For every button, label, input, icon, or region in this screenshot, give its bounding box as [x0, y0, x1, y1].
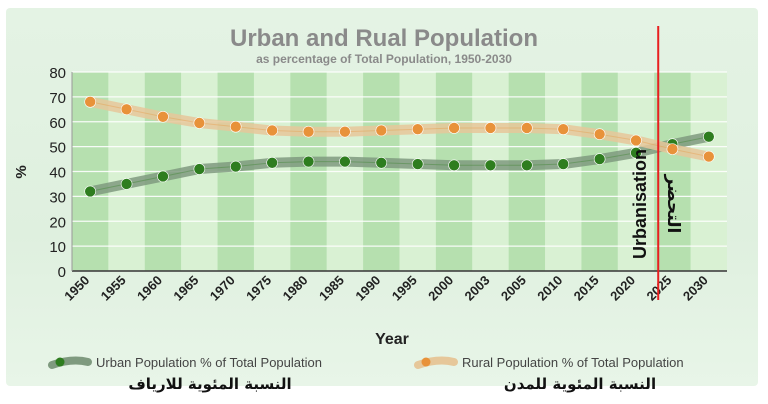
series-1-point [157, 170, 169, 183]
caption-left-arabic: النسبة المئوية للارياف [128, 375, 291, 393]
x-tick-label: 1955 [98, 273, 129, 304]
legend-swatch-band [414, 356, 458, 369]
x-tick-label: 1960 [134, 273, 165, 304]
x-tick-label: 2000 [425, 273, 456, 304]
series-1-point [630, 147, 642, 159]
series-1-point [593, 153, 606, 165]
series-1-point [557, 158, 570, 170]
y-tick-labels: 0 10 20 30 40 50 60 70 80 [49, 65, 66, 281]
x-tick-label: 1980 [280, 273, 311, 304]
series-2-point [411, 123, 424, 136]
series-2-point [666, 143, 679, 155]
series-1-point [229, 160, 242, 173]
series-2-point [266, 124, 278, 137]
series-2-point [557, 123, 570, 136]
series-1-point [339, 155, 351, 168]
series-1-point [302, 155, 315, 168]
series-2-point [229, 120, 242, 133]
chart-title: Urban and Rual Population [230, 25, 538, 52]
series-1-point [84, 185, 96, 198]
series-line-2 [90, 101, 709, 158]
series-2-point [375, 124, 388, 137]
y-tick-label: 10 [49, 239, 66, 256]
series-band-2 [85, 96, 714, 162]
series-2-point [448, 122, 460, 134]
series-1-point [411, 158, 424, 170]
legend-swatch-band [48, 356, 92, 369]
y-tick-label: 70 [49, 90, 66, 107]
series-1-point [484, 159, 497, 172]
series-2-point [521, 122, 533, 134]
urbanisation-label-arabic: التحضر [663, 174, 683, 234]
y-tick-label: 80 [49, 65, 66, 82]
series-1-point [703, 130, 715, 143]
series-2-point [84, 96, 96, 108]
series-line-1 [90, 136, 709, 192]
series-2-point [193, 117, 206, 129]
series-layer [84, 96, 715, 198]
x-tick-label: 1965 [170, 273, 201, 304]
series-2-point [339, 125, 351, 138]
x-tick-label: 2030 [680, 273, 711, 304]
x-tick-label: 1970 [207, 273, 238, 304]
caption-right-arabic: النسبة المئوية للمدن [504, 375, 656, 393]
series-1-point [193, 163, 206, 175]
legend-swatch-dot [55, 357, 65, 367]
x-tick-label: 2020 [607, 273, 638, 304]
legend-label: Urban Population % of Total Population [96, 355, 322, 370]
x-tick-label: 1975 [243, 273, 274, 304]
legend-label: Rural Population % of Total Population [462, 355, 684, 370]
x-tick-label: 1985 [316, 273, 347, 304]
x-tick-label: 2003 [462, 273, 493, 304]
series-2-point [630, 134, 642, 147]
x-axis-label: Year [375, 331, 409, 348]
y-tick-label: 20 [49, 214, 66, 231]
y-tick-label: 0 [58, 264, 66, 281]
y-axis-label: % [13, 165, 30, 178]
x-tick-label: 1995 [389, 273, 420, 304]
series-2-point [593, 128, 606, 140]
series-2-point [120, 103, 133, 116]
series-1-point [521, 159, 533, 172]
series-1-point [266, 156, 278, 169]
urbanisation-label: Urbanisation [630, 149, 650, 259]
series-1-point [375, 156, 388, 169]
chart-legend: Urban Population % of Total Population Ru… [48, 355, 684, 370]
y-tick-label: 30 [49, 189, 66, 206]
x-tick-labels: 1950 1955 1960 1965 1970 1975 1980 1985 1990 1995… [61, 273, 711, 304]
x-tick-label: 1990 [352, 273, 383, 304]
series-1-point [120, 178, 133, 190]
y-tick-label: 50 [49, 140, 66, 157]
x-tick-label: 2005 [498, 273, 529, 304]
series-2-point [703, 150, 715, 163]
chart-subtitle: as percentage of Total Population, 1950-… [256, 52, 512, 66]
x-tick-label: 2010 [534, 273, 565, 304]
series-2-point [302, 125, 315, 138]
series-1-point [448, 159, 460, 172]
series-2-point [484, 122, 497, 134]
series-band-1 [85, 131, 714, 197]
series-2-point [157, 110, 169, 123]
y-tick-label: 60 [49, 115, 66, 132]
y-tick-label: 40 [49, 165, 66, 182]
x-tick-label: 2015 [571, 273, 602, 304]
legend-swatch-dot [421, 357, 431, 367]
